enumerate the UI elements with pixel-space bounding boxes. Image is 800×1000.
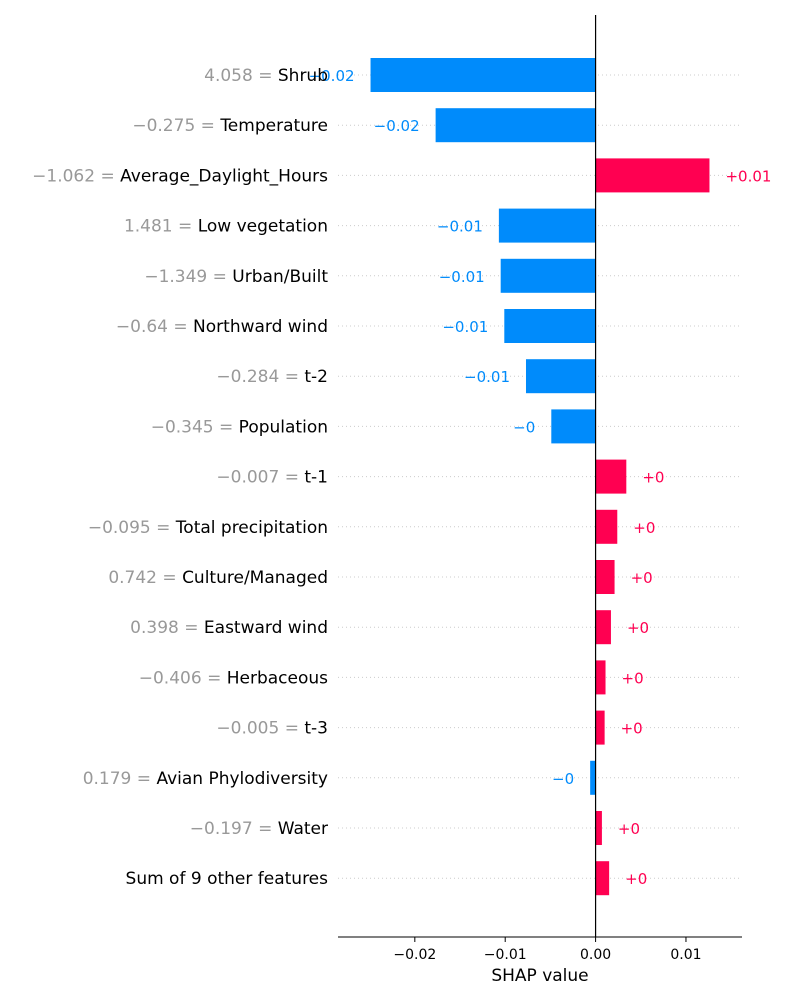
bar	[595, 660, 606, 695]
feature-label: −0.275 = Temperature	[132, 116, 328, 136]
bar	[595, 710, 605, 745]
bar	[595, 811, 602, 845]
feature-value: −1.349 =	[144, 267, 232, 287]
bar-value-label: +0	[631, 569, 653, 587]
feature-label: −0.284 = t-2	[216, 367, 328, 387]
bar-value-label: −0	[552, 770, 574, 788]
feature-label: 0.742 = Culture/Managed	[108, 568, 328, 588]
feature-labels: 4.058 = Shrub −0.275 = Temperature −1.062 …	[32, 66, 328, 889]
bar-value-label: −0.01	[442, 318, 488, 336]
feature-value: −0.275 =	[132, 116, 220, 136]
bar	[498, 208, 596, 243]
bar	[595, 560, 615, 594]
bar-value-label: −0.01	[439, 268, 485, 286]
feature-name: Urban/Built	[232, 267, 328, 287]
feature-name: Low vegetation	[198, 217, 328, 237]
feature-label: −0.64 = Northward wind	[116, 317, 328, 337]
feature-name: Culture/Managed	[182, 568, 328, 588]
feature-name: Northward wind	[193, 317, 328, 337]
bars-group	[370, 58, 710, 896]
x-tick-label: −0.01	[484, 947, 527, 963]
x-ticks: −0.02 −0.01 0.00 0.01	[393, 937, 702, 963]
bar	[590, 760, 596, 795]
feature-label: Sum of 9 other features	[126, 869, 329, 889]
feature-value: −0.284 =	[216, 367, 304, 387]
feature-value: 1.481 =	[124, 217, 198, 237]
row-gridlines	[338, 74, 742, 879]
bar-value-label: −0	[513, 418, 535, 436]
feature-name: Average_Daylight_Hours	[120, 166, 328, 186]
bar-value-label: +0	[627, 619, 649, 637]
feature-name: Eastward wind	[204, 618, 328, 638]
feature-value: −0.406 =	[139, 668, 227, 688]
feature-value: −0.005 =	[216, 719, 304, 739]
feature-label: −0.345 = Population	[151, 417, 328, 437]
feature-name: t-2	[304, 367, 328, 387]
feature-value: −0.007 =	[216, 468, 304, 488]
feature-value: −0.345 =	[151, 417, 239, 437]
feature-label: 1.481 = Low vegetation	[124, 217, 328, 237]
bar	[500, 258, 596, 293]
feature-value: 0.179 =	[83, 769, 157, 789]
feature-name: Sum of 9 other features	[126, 869, 329, 889]
feature-label: 0.398 = Eastward wind	[130, 618, 328, 638]
x-tick-label: 0.00	[580, 947, 611, 963]
feature-name: Population	[239, 417, 328, 437]
feature-name: Temperature	[219, 116, 328, 136]
feature-label: 4.058 = Shrub	[204, 66, 328, 86]
x-axis: −0.02 −0.01 0.00 0.01 SHAP value	[338, 936, 742, 986]
bar-value-label: −0.02	[309, 67, 355, 85]
feature-label: −1.349 = Urban/Built	[144, 267, 328, 287]
bar-value-label: +0	[625, 870, 647, 888]
feature-value: −0.197 =	[190, 819, 278, 839]
feature-name: Shrub	[278, 66, 328, 86]
feature-name: t-1	[304, 468, 328, 488]
bar-value-label: −0.01	[464, 368, 510, 386]
bar	[595, 861, 610, 896]
feature-label: −0.197 = Water	[190, 819, 328, 839]
bar-value-label: −0.01	[437, 218, 483, 236]
feature-value: −0.64 =	[116, 317, 193, 337]
x-tick-label: −0.02	[393, 947, 436, 963]
feature-label: −0.406 = Herbaceous	[139, 668, 328, 688]
feature-label: −0.095 = Total precipitation	[88, 518, 328, 538]
feature-name: Herbaceous	[227, 668, 328, 688]
feature-label: 0.179 = Avian Phylodiversity	[83, 769, 328, 789]
bar-value-label: −0.02	[374, 117, 420, 135]
feature-value: 0.742 =	[108, 568, 182, 588]
feature-name: Water	[278, 819, 328, 839]
bar-value-label: +0	[633, 519, 655, 537]
bar	[525, 359, 596, 394]
x-axis-title: SHAP value	[491, 966, 588, 986]
feature-label: −0.007 = t-1	[216, 468, 328, 488]
bar-value-label: +0	[621, 720, 643, 738]
bar	[595, 158, 710, 193]
feature-value: −1.062 =	[32, 166, 120, 186]
bar	[504, 309, 596, 343]
bar	[595, 610, 611, 645]
feature-value: −0.095 =	[88, 518, 176, 538]
bar	[595, 509, 618, 544]
feature-name: t-3	[304, 719, 328, 739]
bar-value-label: +0	[618, 820, 640, 838]
feature-value: 4.058 =	[204, 66, 278, 86]
x-tick-label: 0.01	[670, 947, 701, 963]
bar-value-label: +0.01	[725, 167, 771, 185]
feature-name: Avian Phylodiversity	[156, 769, 328, 789]
bar	[551, 409, 596, 444]
bar	[370, 58, 596, 92]
feature-name: Total precipitation	[175, 518, 328, 538]
bar	[595, 459, 627, 494]
bar-value-label: +0	[622, 669, 644, 687]
bar	[435, 108, 596, 143]
feature-label: −1.062 = Average_Daylight_Hours	[32, 166, 328, 186]
bar-value-labels: −0.02 −0.02 +0.01 −0.01 −0.01 −0.01 −0.01 −0 +0 +…	[309, 67, 772, 888]
feature-value: 0.398 =	[130, 618, 204, 638]
bar-value-label: +0	[642, 469, 664, 487]
feature-label: −0.005 = t-3	[216, 719, 328, 739]
